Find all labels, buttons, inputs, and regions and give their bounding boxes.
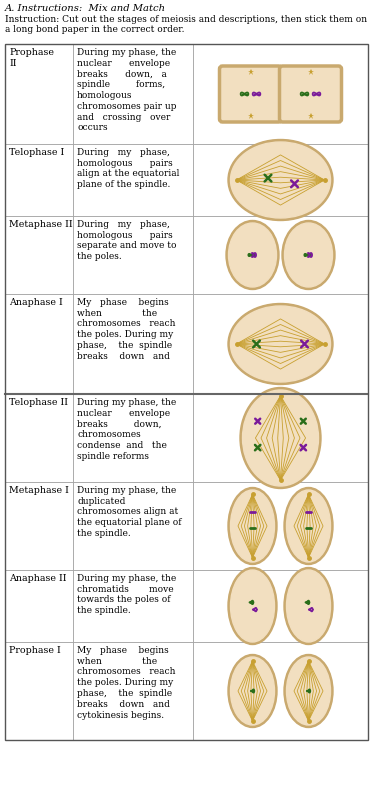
Bar bbox=[73, 482, 193, 570]
Bar bbox=[5, 482, 73, 570]
Text: Anaphase II: Anaphase II bbox=[9, 574, 67, 583]
Ellipse shape bbox=[228, 140, 333, 220]
Ellipse shape bbox=[284, 654, 333, 728]
Ellipse shape bbox=[228, 567, 277, 645]
Text: My   phase    begins
when              the
chromosomes   reach
the poles. During: My phase begins when the chromosomes rea… bbox=[77, 646, 175, 720]
Bar bbox=[5, 144, 73, 216]
Ellipse shape bbox=[286, 657, 330, 725]
Ellipse shape bbox=[226, 220, 279, 290]
Bar bbox=[193, 570, 368, 642]
Bar bbox=[73, 294, 193, 394]
Ellipse shape bbox=[231, 570, 275, 642]
Text: During   my   phase,
homologous      pairs
separate and move to
the poles.: During my phase, homologous pairs separa… bbox=[77, 220, 176, 261]
Bar bbox=[193, 44, 368, 144]
Text: Metaphase I: Metaphase I bbox=[9, 486, 69, 495]
Ellipse shape bbox=[242, 390, 319, 486]
Bar bbox=[5, 642, 73, 740]
Bar bbox=[193, 394, 368, 482]
Bar bbox=[5, 216, 73, 294]
Bar bbox=[73, 642, 193, 740]
Bar bbox=[73, 394, 193, 482]
Ellipse shape bbox=[231, 657, 275, 725]
Bar bbox=[193, 216, 368, 294]
Ellipse shape bbox=[228, 654, 277, 728]
Text: a long bond paper in the correct order.: a long bond paper in the correct order. bbox=[5, 25, 185, 34]
Text: During my phase, the
chromatids       move
towards the poles of
the spindle.: During my phase, the chromatids move tow… bbox=[77, 574, 176, 615]
Bar bbox=[193, 294, 368, 394]
Ellipse shape bbox=[284, 488, 333, 564]
Text: Telophase I: Telophase I bbox=[9, 148, 64, 157]
Ellipse shape bbox=[286, 570, 330, 642]
Ellipse shape bbox=[285, 223, 333, 287]
Ellipse shape bbox=[240, 388, 321, 488]
Text: During   my   phase,
homologous      pairs
align at the equatorial
plane of the : During my phase, homologous pairs align … bbox=[77, 148, 179, 189]
Bar bbox=[73, 570, 193, 642]
Ellipse shape bbox=[284, 567, 333, 645]
Ellipse shape bbox=[231, 306, 330, 382]
Text: During my phase, the
duplicated
chromosomes align at
the equatorial plane of
the: During my phase, the duplicated chromoso… bbox=[77, 486, 182, 538]
Bar bbox=[5, 44, 368, 740]
Bar bbox=[193, 144, 368, 216]
FancyBboxPatch shape bbox=[219, 66, 282, 122]
Bar bbox=[5, 44, 73, 144]
Text: A. Instructions:  Mix and Match: A. Instructions: Mix and Match bbox=[5, 4, 166, 13]
Bar bbox=[73, 216, 193, 294]
Bar bbox=[5, 570, 73, 642]
FancyBboxPatch shape bbox=[279, 66, 342, 122]
Text: During my phase, the
nuclear      envelope
breaks         down,
chromosomes
cond: During my phase, the nuclear envelope br… bbox=[77, 398, 176, 460]
Text: My   phase    begins
when              the
chromosomes   reach
the poles. During: My phase begins when the chromosomes rea… bbox=[77, 298, 175, 361]
Ellipse shape bbox=[229, 223, 276, 287]
Ellipse shape bbox=[228, 488, 277, 564]
Bar bbox=[5, 294, 73, 394]
Bar bbox=[73, 44, 193, 144]
Ellipse shape bbox=[282, 220, 335, 290]
Ellipse shape bbox=[231, 490, 275, 562]
Text: Anaphase I: Anaphase I bbox=[9, 298, 63, 307]
Text: Prophase I: Prophase I bbox=[9, 646, 61, 655]
Text: Instruction: Cut out the stages of meiosis and descriptions, then stick them on: Instruction: Cut out the stages of meios… bbox=[5, 15, 367, 24]
Text: During my phase, the
nuclear      envelope
breaks      down,   a
spindle        : During my phase, the nuclear envelope br… bbox=[77, 48, 176, 132]
Bar bbox=[73, 144, 193, 216]
Ellipse shape bbox=[231, 142, 330, 218]
Ellipse shape bbox=[286, 490, 330, 562]
Bar bbox=[193, 482, 368, 570]
Bar bbox=[193, 642, 368, 740]
Text: Prophase
II: Prophase II bbox=[9, 48, 54, 68]
Ellipse shape bbox=[228, 303, 333, 385]
Bar bbox=[5, 394, 73, 482]
Text: Metaphase II: Metaphase II bbox=[9, 220, 73, 229]
Text: Telophase II: Telophase II bbox=[9, 398, 68, 407]
